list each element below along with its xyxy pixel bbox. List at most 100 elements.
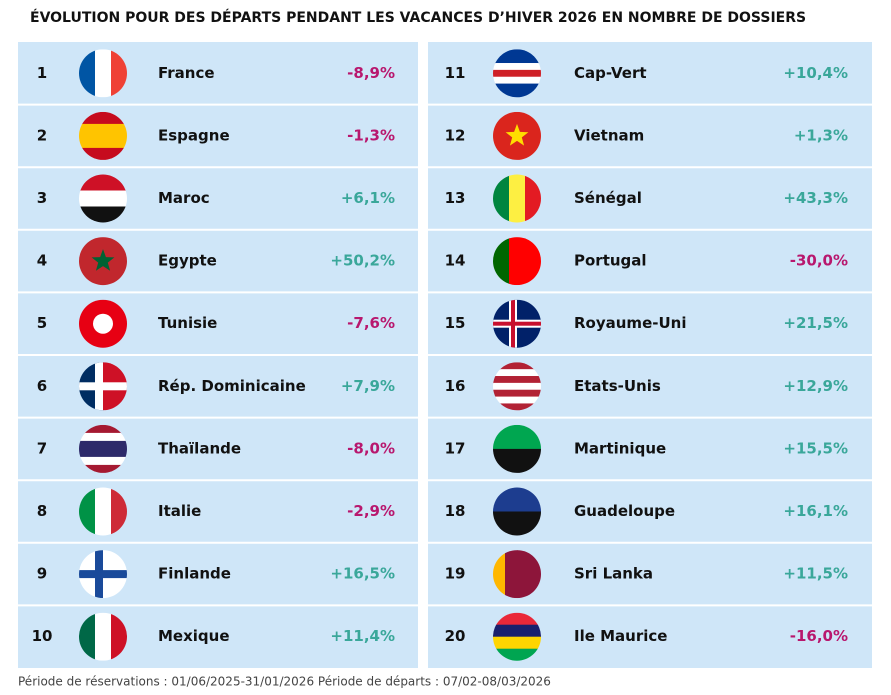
flag-stripe xyxy=(493,56,541,64)
flag-stripe xyxy=(505,550,518,599)
flag-stripe xyxy=(111,487,127,536)
flag-stripe xyxy=(509,237,526,286)
country-name: Royaume-Uni xyxy=(574,314,686,332)
change-value: +21,5% xyxy=(783,314,848,332)
flag-emblem xyxy=(91,249,115,271)
country-name: Vietnam xyxy=(574,126,644,144)
country-name: Italie xyxy=(158,502,201,520)
rank: 17 xyxy=(445,439,466,457)
flag xyxy=(493,299,541,348)
flag xyxy=(79,237,127,286)
rank: 14 xyxy=(445,252,466,270)
country-name: Mexique xyxy=(158,627,230,645)
country-name: France xyxy=(158,64,215,82)
flag xyxy=(79,174,127,223)
change-value: -8,0% xyxy=(347,439,395,457)
flag-stripe xyxy=(79,612,96,661)
flag xyxy=(493,111,541,160)
flag-stripe xyxy=(493,76,541,85)
change-value: +12,9% xyxy=(783,377,848,395)
flag-stripe xyxy=(95,487,112,536)
flag-emblem xyxy=(93,313,113,334)
flag-stripe xyxy=(79,190,127,207)
country-name: Martinique xyxy=(574,439,666,457)
flag-stripe xyxy=(509,174,526,223)
flag-stripe xyxy=(79,174,127,191)
flag-stripe xyxy=(79,123,127,137)
title: ÉVOLUTION POUR DES DÉPARTS PENDANT LES V… xyxy=(30,9,806,26)
change-value: +6,1% xyxy=(341,189,395,207)
flag-stripe xyxy=(493,83,541,91)
flag-cross xyxy=(511,299,515,348)
flag xyxy=(79,612,127,661)
flag-stripe xyxy=(493,389,541,398)
change-value: -7,6% xyxy=(347,314,395,332)
rank: 19 xyxy=(445,565,466,583)
flag-stripe xyxy=(493,90,541,98)
flag-stripe xyxy=(95,49,112,98)
footer-note: Période de réservations : 01/06/2025-31/… xyxy=(18,675,551,689)
flag-cross xyxy=(95,550,103,599)
flag-stripe xyxy=(493,63,541,71)
country-name: Cap-Vert xyxy=(574,64,647,82)
flag-stripe xyxy=(79,206,127,223)
flag-stripe xyxy=(493,237,510,286)
change-value: +16,5% xyxy=(330,565,395,583)
country-name: Espagne xyxy=(158,126,230,144)
rank: 10 xyxy=(32,627,53,645)
flag-stripe xyxy=(493,382,541,391)
change-value: -30,0% xyxy=(790,252,848,270)
rank: 3 xyxy=(37,189,47,207)
flag-stripe xyxy=(493,49,541,57)
flag-stripe xyxy=(79,464,127,473)
flag-stripe xyxy=(79,49,96,98)
flag-stripe xyxy=(493,174,510,223)
change-value: +11,4% xyxy=(330,627,395,645)
rank: 4 xyxy=(37,252,47,270)
flag-stripe xyxy=(95,612,112,661)
flag xyxy=(79,299,127,348)
rank: 8 xyxy=(37,502,47,520)
rank: 18 xyxy=(445,502,466,520)
country-name: Etats-Unis xyxy=(574,377,661,395)
country-name: Egypte xyxy=(158,252,217,270)
flag-stripe xyxy=(493,403,541,411)
rank: 16 xyxy=(445,377,466,395)
rank: 9 xyxy=(37,565,47,583)
flag xyxy=(79,49,127,98)
rank: 12 xyxy=(445,126,466,144)
country-name: Portugal xyxy=(574,252,647,270)
rank: 1 xyxy=(37,64,47,82)
country-name: Guadeloupe xyxy=(574,502,675,520)
flag-emblem xyxy=(505,123,529,146)
flag xyxy=(79,550,127,599)
country-name: Maroc xyxy=(158,189,210,207)
flag-stripe xyxy=(79,487,96,536)
flag-stripe xyxy=(79,135,127,149)
flag-stripe xyxy=(79,432,127,442)
rank: 11 xyxy=(445,64,466,82)
change-value: -8,9% xyxy=(347,64,395,82)
rank: 7 xyxy=(37,439,47,457)
change-value: +15,5% xyxy=(783,439,848,457)
rank: 5 xyxy=(37,314,47,332)
flag xyxy=(493,49,541,98)
flag-stripe xyxy=(493,624,541,638)
change-value: +7,9% xyxy=(341,377,395,395)
country-name: Thaïlande xyxy=(158,439,241,457)
change-value: -1,3% xyxy=(347,126,395,144)
change-value: +16,1% xyxy=(783,502,848,520)
flag-cross xyxy=(95,362,103,411)
flag-stripe xyxy=(111,612,127,661)
country-name: Tunisie xyxy=(158,314,217,332)
country-name: Finlande xyxy=(158,565,231,583)
flag-stripe xyxy=(79,456,127,466)
country-name: Rép. Dominicaine xyxy=(158,377,306,395)
rank: 2 xyxy=(37,126,47,144)
flag-stripe xyxy=(111,49,127,98)
flag-cross xyxy=(493,321,541,326)
rank: 13 xyxy=(445,189,466,207)
country-name: Sri Lanka xyxy=(574,565,653,583)
country-name: Sénégal xyxy=(574,189,642,207)
change-value: +50,2% xyxy=(330,252,395,270)
